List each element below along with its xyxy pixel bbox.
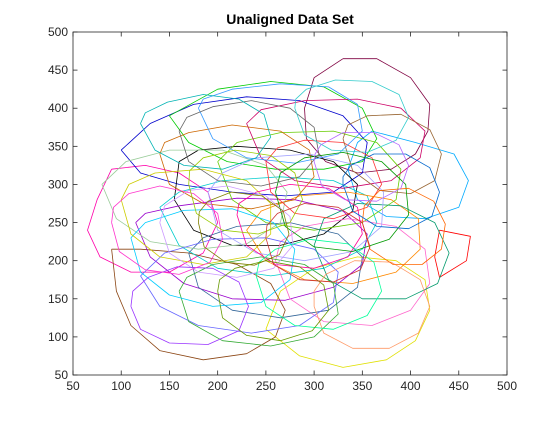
axes-box bbox=[72, 31, 508, 376]
series-line-37 bbox=[217, 260, 330, 342]
series-line-32 bbox=[178, 100, 320, 187]
y-tick-label: 400 bbox=[48, 101, 68, 115]
series-line-15 bbox=[188, 222, 363, 319]
y-tick-label: 300 bbox=[48, 177, 68, 191]
x-tick-label: 150 bbox=[159, 379, 179, 393]
y-tick-label: 450 bbox=[48, 63, 68, 77]
series-line-25 bbox=[342, 113, 442, 195]
series-line-20 bbox=[159, 124, 315, 210]
x-tick-label: 300 bbox=[304, 379, 324, 393]
series-line-29 bbox=[275, 151, 410, 252]
x-tick-label: 100 bbox=[111, 379, 131, 393]
series-line-23 bbox=[178, 256, 339, 347]
series-line-16 bbox=[101, 149, 288, 250]
x-tick-label: 50 bbox=[66, 379, 80, 393]
series-line-4 bbox=[265, 256, 431, 368]
x-tick-label: 500 bbox=[497, 379, 517, 393]
series-lines bbox=[87, 58, 471, 368]
series-line-6 bbox=[347, 130, 469, 220]
x-tick-label: 200 bbox=[208, 379, 228, 393]
x-tick-label: 450 bbox=[449, 379, 469, 393]
series-line-12 bbox=[135, 197, 368, 301]
y-tick-label: 250 bbox=[48, 216, 68, 230]
y-tick-label: 150 bbox=[48, 292, 68, 306]
series-line-35 bbox=[294, 79, 410, 153]
series-line-10 bbox=[159, 176, 378, 277]
series-line-38 bbox=[111, 185, 223, 275]
series-line-13 bbox=[217, 130, 402, 231]
series-line-36 bbox=[361, 187, 446, 265]
series-line-43 bbox=[313, 132, 410, 202]
series-line-40 bbox=[188, 149, 303, 235]
x-tick-label: 350 bbox=[352, 379, 372, 393]
series-line-19 bbox=[313, 203, 450, 300]
series-line-28 bbox=[198, 83, 363, 164]
series-line-42 bbox=[140, 94, 272, 170]
series-line-11 bbox=[246, 191, 421, 284]
series-line-39 bbox=[342, 153, 440, 230]
series-line-41 bbox=[265, 203, 371, 283]
y-tick-label: 50 bbox=[55, 368, 69, 382]
series-line-18 bbox=[140, 237, 339, 334]
series-line-33 bbox=[255, 238, 383, 330]
series-line-17 bbox=[246, 98, 426, 189]
series-line-1 bbox=[304, 58, 431, 174]
y-tick-label: 200 bbox=[48, 254, 68, 268]
series-line-21 bbox=[207, 153, 385, 262]
chart-title: Unaligned Data Set bbox=[226, 11, 354, 27]
x-tick-label: 250 bbox=[256, 379, 276, 393]
series-line-34 bbox=[130, 266, 249, 345]
series-line-22 bbox=[265, 139, 383, 220]
series-line-2 bbox=[434, 229, 471, 278]
series-line-44 bbox=[198, 191, 290, 266]
series-line-24 bbox=[130, 208, 296, 307]
y-tick-label: 500 bbox=[48, 25, 68, 39]
y-tick-label: 350 bbox=[48, 139, 68, 153]
series-line-26 bbox=[120, 168, 272, 265]
x-tick-label: 400 bbox=[401, 379, 421, 393]
y-tick-label: 100 bbox=[48, 330, 68, 344]
axes: 50 100 150 200 250 300 350 400 450 500 50 100 150 200… bbox=[48, 25, 517, 393]
series-line-31 bbox=[313, 260, 431, 349]
